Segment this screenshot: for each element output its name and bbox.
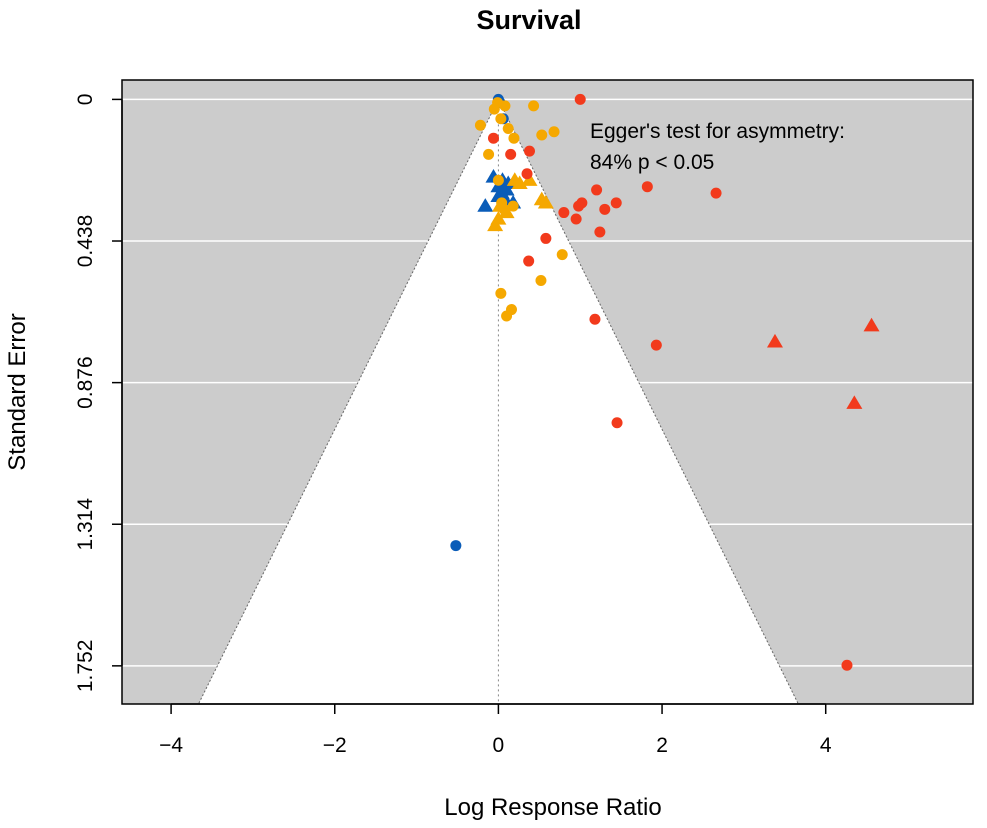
point-red-circle-18 xyxy=(650,339,662,351)
y-tick-label-3: 1.314 xyxy=(74,498,97,551)
point-orange-circle-17 xyxy=(535,274,547,286)
point-red-circle-3 xyxy=(505,148,517,160)
point-red-circle-7 xyxy=(710,187,722,199)
point-red-circle-15 xyxy=(540,232,552,244)
point-red-circle-1 xyxy=(487,132,499,144)
y-axis-label: Standard Error xyxy=(4,313,31,470)
point-orange-circle-11 xyxy=(492,174,504,186)
y-tick-label-1: 0.438 xyxy=(74,215,97,268)
point-red-circle-12 xyxy=(558,207,570,219)
x-axis-label: Log Response Ratio xyxy=(444,794,661,821)
x-tick-label-4: 4 xyxy=(820,734,832,757)
chart-title: Survival xyxy=(476,5,581,35)
point-orange-triangle-3 xyxy=(498,204,515,219)
point-orange-triangle-7 xyxy=(490,211,507,225)
point-blue-circle-3 xyxy=(450,540,462,552)
point-orange-circle-10 xyxy=(483,148,495,160)
point-orange-circle-8 xyxy=(536,129,548,141)
point-red-circle-6 xyxy=(591,184,603,196)
point-red-circle-17 xyxy=(589,313,601,325)
point-orange-circle-2 xyxy=(528,100,540,112)
point-red-circle-0 xyxy=(574,93,586,105)
point-red-circle-14 xyxy=(594,226,606,238)
point-red-triangle-2 xyxy=(846,395,863,409)
x-tick-label-2: 0 xyxy=(493,734,505,757)
point-orange-circle-7 xyxy=(548,126,560,138)
point-orange-triangle-0 xyxy=(521,172,538,186)
point-red-circle-16 xyxy=(523,255,535,267)
x-tick-label-0: −4 xyxy=(159,734,183,757)
point-blue-triangle-8 xyxy=(493,185,510,199)
point-red-circle-5 xyxy=(641,181,653,193)
point-red-circle-19 xyxy=(611,417,623,429)
point-orange-circle-18 xyxy=(556,249,568,261)
point-blue-triangle-6 xyxy=(477,198,494,212)
data-points xyxy=(450,93,880,671)
point-red-circle-10 xyxy=(610,197,622,209)
point-orange-triangle-8 xyxy=(511,175,528,190)
point-red-circle-13 xyxy=(570,213,582,225)
point-orange-triangle-2 xyxy=(492,198,509,212)
point-orange-circle-6 xyxy=(502,122,514,134)
y-tick-label-0: 0 xyxy=(74,94,97,106)
point-orange-circle-3 xyxy=(488,103,500,115)
point-orange-circle-16 xyxy=(501,310,513,322)
y-axis: 0 0.438 0.876 1.314 1.752 xyxy=(74,94,123,693)
point-red-circle-4 xyxy=(521,168,533,180)
point-orange-circle-4 xyxy=(495,113,507,125)
point-red-triangle-1 xyxy=(863,317,880,332)
x-axis: −4 −2 0 2 4 xyxy=(159,703,832,757)
x-tick-label-1: −2 xyxy=(323,734,347,757)
y-tick-label-4: 1.752 xyxy=(74,640,97,693)
point-red-triangle-0 xyxy=(766,333,783,348)
confidence-funnel xyxy=(198,99,799,704)
point-orange-circle-5 xyxy=(474,119,486,131)
point-red-circle-11 xyxy=(599,203,611,215)
annotation-line-2: 84% p < 0.05 xyxy=(590,151,714,174)
point-red-circle-20 xyxy=(841,659,853,671)
plot-area xyxy=(121,79,974,705)
y-tick-label-2: 0.876 xyxy=(74,356,97,409)
funnel-left-edge xyxy=(198,99,499,705)
point-orange-triangle-5 xyxy=(537,194,554,209)
point-orange-circle-1 xyxy=(499,100,511,112)
annotation-line-1: Egger's test for asymmetry: xyxy=(590,120,845,143)
point-red-circle-2 xyxy=(523,145,535,157)
point-orange-circle-9 xyxy=(508,132,520,144)
x-tick-label-3: 2 xyxy=(656,734,668,757)
point-red-circle-9 xyxy=(573,200,585,212)
point-orange-circle-13 xyxy=(507,200,519,212)
point-orange-circle-14 xyxy=(495,287,507,299)
